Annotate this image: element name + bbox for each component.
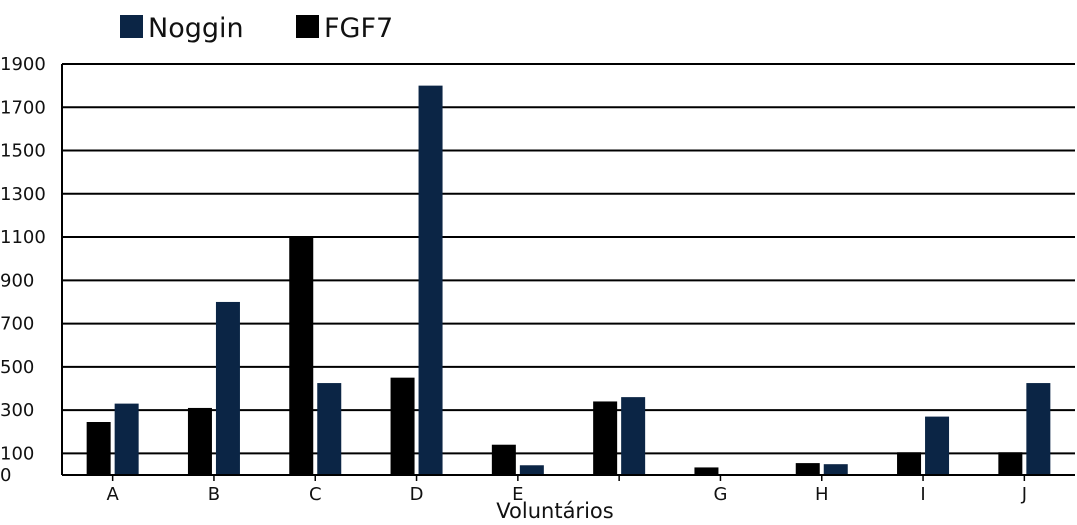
legend-label-noggin: Noggin (148, 13, 244, 44)
y-tick-label-1100: 1100 (0, 227, 46, 248)
bar-fgf7-c (289, 237, 314, 475)
x-tick-label-d: D (410, 484, 424, 505)
bar-fgf7-h (795, 463, 820, 475)
bars (86, 85, 1051, 475)
bar-fgf7-b (187, 407, 212, 475)
y-tick-label-700: 700 (0, 314, 34, 335)
x-tick-label-g: G (713, 484, 727, 505)
grid-lines (62, 63, 1075, 455)
legend: Noggin FGF7 (120, 13, 393, 44)
x-tick-label-i: I (920, 484, 925, 505)
y-tick-label-0: 0 (0, 465, 11, 486)
x-tick-label-b: B (208, 484, 220, 505)
y-tick-label-900: 900 (0, 270, 34, 291)
bar-noggin-j (1026, 383, 1051, 475)
bar-fgf7-g (694, 467, 719, 475)
y-tick-label-1300: 1300 (0, 184, 46, 205)
x-tick-label-c: C (309, 484, 322, 505)
legend-swatch-fgf7 (296, 15, 319, 38)
y-tick-label-1900: 1900 (0, 54, 46, 75)
y-tick-label-300: 300 (0, 400, 34, 421)
x-axis-title: Voluntários (496, 499, 613, 523)
y-tick-label-1500: 1500 (0, 141, 46, 162)
bar-fgf7-blank-5 (593, 401, 618, 475)
x-tick-label-a: A (106, 484, 119, 505)
x-tick-label-e: E (512, 484, 523, 505)
bar-noggin-d (418, 85, 443, 475)
legend-label-fgf7: FGF7 (324, 13, 393, 44)
y-tick-label-500: 500 (0, 357, 34, 378)
x-tick-label-h: H (815, 484, 829, 505)
legend-swatch-noggin (120, 15, 143, 38)
bar-fgf7-i (897, 452, 922, 475)
bar-noggin-h (823, 464, 848, 475)
bar-noggin-i (925, 416, 950, 475)
bar-noggin-b (215, 301, 240, 475)
bar-noggin-e (519, 465, 544, 475)
bar-noggin-a (114, 403, 139, 475)
y-tick-label-100: 100 (0, 443, 34, 464)
bar-fgf7-j (998, 452, 1023, 475)
y-tick-label-1700: 1700 (0, 97, 46, 118)
bar-fgf7-a (86, 422, 111, 475)
bar-noggin-c (317, 383, 342, 475)
axes (61, 64, 1075, 476)
bar-noggin-blank-5 (621, 397, 646, 475)
bar-fgf7-d (390, 377, 415, 475)
bar-fgf7-e (491, 444, 516, 475)
x-tick-label-j: J (1021, 484, 1027, 505)
